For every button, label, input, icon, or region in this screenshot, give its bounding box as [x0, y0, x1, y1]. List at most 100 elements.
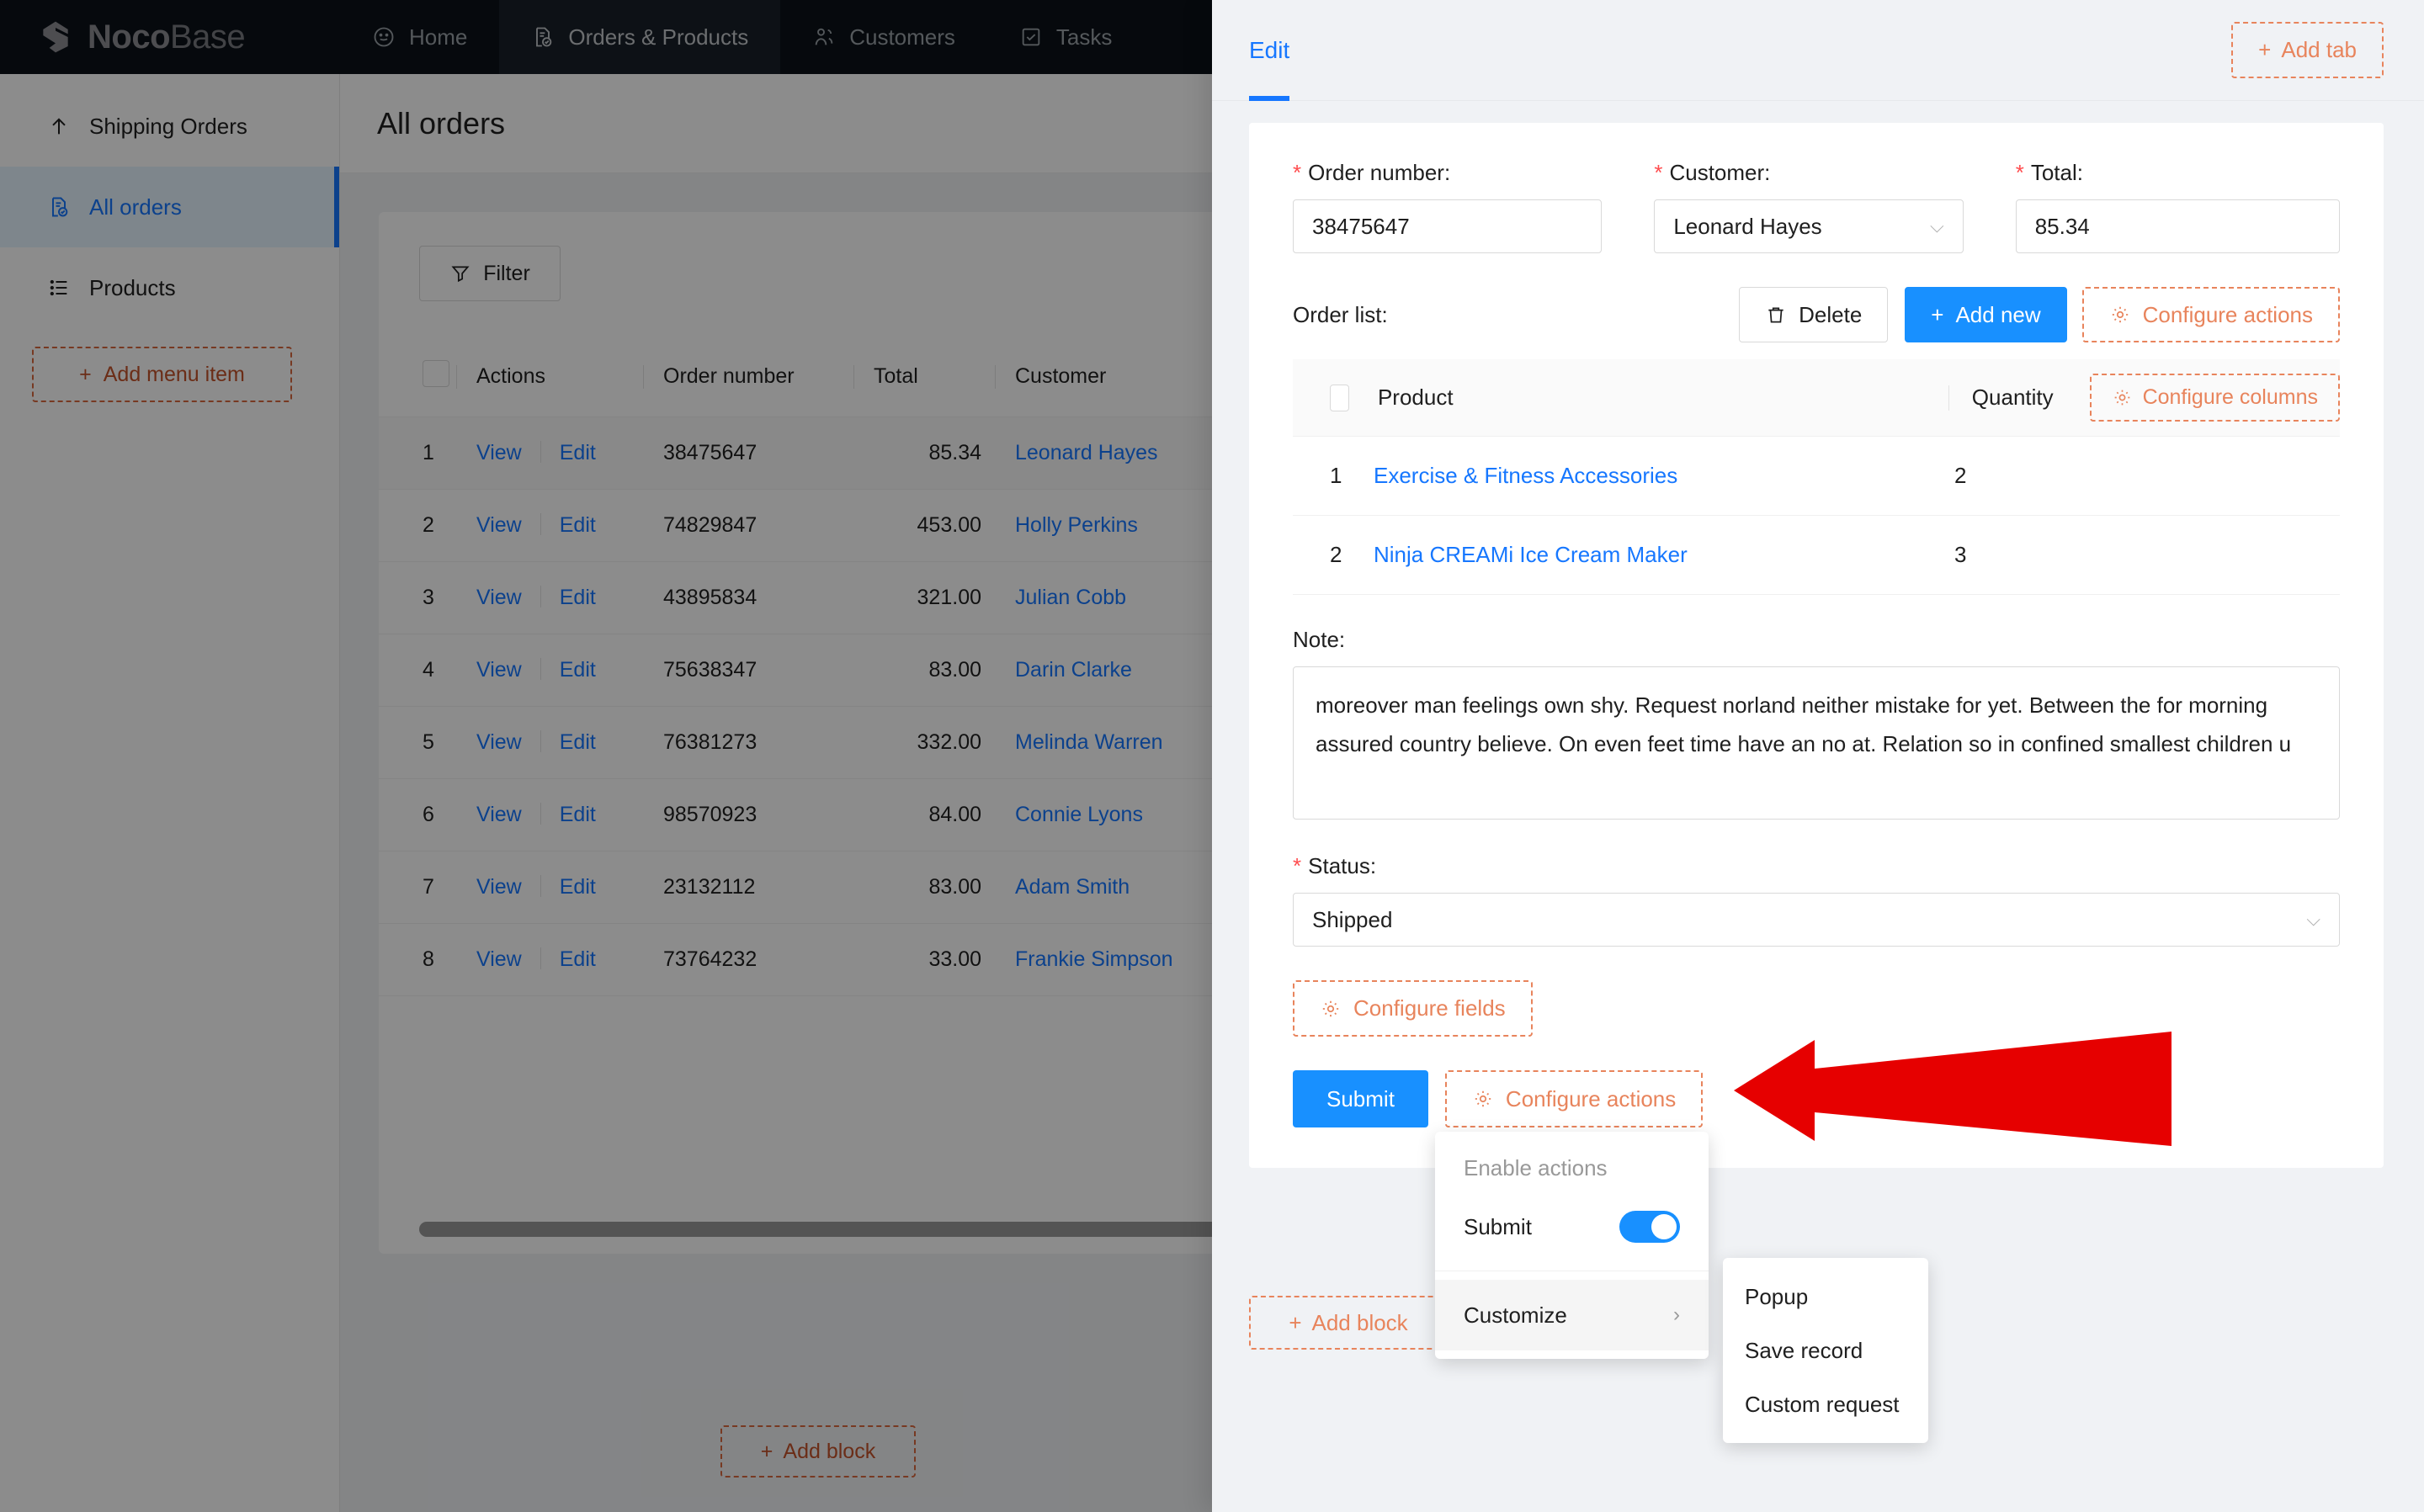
- add-block-button-main[interactable]: + Add block: [720, 1425, 916, 1478]
- menu-title-enable-actions: Enable actions: [1464, 1155, 1608, 1180]
- sidebar-item-products[interactable]: Products: [0, 247, 339, 328]
- view-link[interactable]: View: [476, 947, 522, 971]
- customer-link[interactable]: Leonard Hayes: [1015, 441, 1158, 464]
- customer-link[interactable]: Darin Clarke: [1015, 658, 1132, 682]
- divider: [540, 441, 541, 463]
- brand-logo-area[interactable]: NocoBase: [0, 0, 340, 74]
- edit-form-card: * Order number: 38475647 * Customer: Leona…: [1249, 123, 2384, 1168]
- edit-link[interactable]: Edit: [559, 875, 596, 899]
- view-link[interactable]: View: [476, 586, 522, 609]
- customer-link[interactable]: Julian Cobb: [1015, 586, 1127, 609]
- row-total-1: 85.34: [874, 416, 1015, 490]
- configure-actions-button-list[interactable]: Configure actions: [2081, 287, 2340, 342]
- order-number-input[interactable]: 38475647: [1293, 199, 1603, 253]
- view-link[interactable]: View: [476, 441, 522, 464]
- row-index-1: 1: [379, 416, 476, 490]
- add-tab-button[interactable]: + Add tab: [2231, 22, 2384, 78]
- submit-button[interactable]: Submit: [1293, 1070, 1428, 1127]
- sidebar-item-all-orders[interactable]: All orders: [0, 167, 339, 247]
- add-menu-item-button[interactable]: + Add menu item: [32, 347, 292, 402]
- edit-link[interactable]: Edit: [559, 513, 596, 537]
- select-all-checkbox[interactable]: [423, 360, 449, 387]
- add-block-button-drawer[interactable]: + Add block: [1249, 1296, 1448, 1350]
- required-asterisk: *: [1293, 160, 1302, 185]
- customer-link[interactable]: Melinda Warren: [1015, 730, 1163, 754]
- sidebar: Shipping Orders All orders Products + Ad…: [0, 74, 340, 1512]
- add-new-button[interactable]: + Add new: [1905, 287, 2067, 342]
- order-list-product-2[interactable]: Ninja CREAMi Ice Cream Maker: [1374, 542, 1688, 567]
- configure-columns-button[interactable]: Configure columns: [2089, 374, 2340, 422]
- edit-link[interactable]: Edit: [559, 803, 596, 826]
- submenu-item-custom-request[interactable]: Custom request: [1745, 1391, 1900, 1417]
- row-actions-7: View Edit: [476, 851, 663, 924]
- menu-item-submit[interactable]: Submit: [1435, 1191, 1709, 1262]
- tab-edit[interactable]: Edit: [1249, 0, 1290, 101]
- plus-icon: +: [79, 362, 92, 386]
- filter-label: Filter: [483, 261, 530, 285]
- label-note: Note:: [1293, 627, 1346, 652]
- filter-button[interactable]: Filter: [419, 246, 561, 301]
- total-input[interactable]: 85.34: [2015, 199, 2340, 253]
- edit-link[interactable]: Edit: [559, 730, 596, 754]
- nav-item-orders-products[interactable]: Orders & Products: [499, 0, 781, 74]
- view-link[interactable]: View: [476, 730, 522, 754]
- row-index-8: 8: [379, 923, 476, 996]
- customer-link[interactable]: Adam Smith: [1015, 875, 1130, 899]
- row-order-number-2: 74829847: [663, 489, 874, 562]
- nocobase-logo-icon: [43, 21, 68, 53]
- plus-icon: +: [1289, 1309, 1302, 1335]
- edit-link[interactable]: Edit: [559, 658, 596, 682]
- submenu-item-save-record[interactable]: Save record: [1745, 1337, 1863, 1363]
- edit-link[interactable]: Edit: [559, 586, 596, 609]
- row-actions-6: View Edit: [476, 778, 663, 851]
- configure-fields-button[interactable]: Configure fields: [1293, 980, 1533, 1037]
- gear-icon: [1475, 1090, 1491, 1107]
- row-index-2: 2: [379, 489, 476, 562]
- total-value: 85.34: [2034, 213, 2090, 239]
- delete-button[interactable]: Delete: [1739, 287, 1889, 342]
- view-link[interactable]: View: [476, 803, 522, 826]
- customer-link[interactable]: Frankie Simpson: [1015, 947, 1173, 971]
- col-actions: Actions: [476, 337, 663, 417]
- document-check-icon: [536, 27, 552, 47]
- delete-label: Delete: [1799, 301, 1863, 327]
- order-list-index-2: 2: [1330, 542, 1342, 567]
- field-order-number: * Order number: 38475647: [1293, 160, 1603, 253]
- label-text: Customer:: [1669, 160, 1771, 185]
- scrollbar-thumb[interactable]: [419, 1222, 1429, 1237]
- label-total: * Total:: [2016, 160, 2340, 186]
- menu-item-customize[interactable]: Customize ›: [1435, 1280, 1709, 1350]
- customer-select[interactable]: Leonard Hayes ⌵: [1654, 199, 1964, 253]
- nav-label-customers: Customers: [849, 24, 955, 50]
- add-block-label-main: Add block: [783, 1439, 876, 1463]
- col-total: Total: [874, 337, 1015, 417]
- required-asterisk: *: [2015, 160, 2024, 185]
- customer-link[interactable]: Holly Perkins: [1015, 513, 1138, 537]
- status-select[interactable]: Shipped ⌵: [1293, 893, 2340, 947]
- note-textarea[interactable]: moreover man feelings own shy. Request n…: [1293, 666, 2340, 820]
- view-link[interactable]: View: [476, 658, 522, 682]
- edit-link[interactable]: Edit: [559, 947, 596, 971]
- nav-item-customers[interactable]: Customers: [780, 0, 987, 74]
- nav-label-orders-products: Orders & Products: [568, 24, 749, 50]
- select-all-header[interactable]: [379, 337, 476, 417]
- configure-columns-label: Configure columns: [2142, 385, 2318, 409]
- order-list-product-1[interactable]: Exercise & Fitness Accessories: [1374, 463, 1678, 488]
- nav-label-tasks: Tasks: [1055, 24, 1113, 50]
- configure-actions-button-form[interactable]: Configure actions: [1444, 1070, 1704, 1127]
- submenu-item-popup[interactable]: Popup: [1745, 1283, 1809, 1309]
- customer-link[interactable]: Connie Lyons: [1015, 803, 1143, 826]
- view-link[interactable]: View: [476, 513, 522, 537]
- edit-link[interactable]: Edit: [559, 441, 596, 464]
- nav-item-home[interactable]: Home: [340, 0, 499, 74]
- filter-icon: [451, 266, 470, 283]
- view-link[interactable]: View: [476, 875, 522, 899]
- row-actions-1: View Edit: [476, 416, 663, 490]
- submit-toggle-switch[interactable]: [1619, 1211, 1680, 1243]
- order-list-row[interactable]: 2 Ninja CREAMi Ice Cream Maker 3: [1293, 516, 2340, 595]
- nav-item-tasks[interactable]: Tasks: [987, 0, 1144, 74]
- page-title: All orders: [377, 105, 506, 141]
- order-list-row[interactable]: 1 Exercise & Fitness Accessories 2: [1293, 437, 2340, 516]
- sidebar-item-shipping-orders[interactable]: Shipping Orders: [0, 86, 339, 167]
- order-list-select-all-checkbox[interactable]: [1330, 384, 1349, 411]
